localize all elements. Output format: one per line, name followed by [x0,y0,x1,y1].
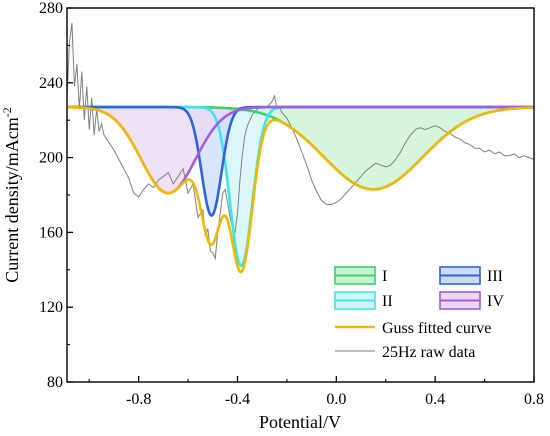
legend-label-III: III [487,268,503,285]
legend-label-I: I [382,268,387,285]
y-tick-label: 160 [39,224,63,241]
peak-fill-I [67,107,534,190]
fitted-curve-series [66,105,535,274]
legend-label-IV: IV [487,293,504,310]
legend-raw-label: 25Hz raw data [382,344,475,361]
y-axis-ticks: 80 120 160 200 240 280 [39,0,73,391]
y-tick-label: 240 [39,75,63,92]
y-tick-label: 200 [39,150,63,167]
x-tick-label: 0.0 [326,391,346,408]
y-tick-label: 120 [39,299,63,316]
fitted-curve-line [66,105,535,274]
y-axis-title-main: Current density/mAcm [2,117,22,282]
x-tick-label: 0.8 [524,391,544,408]
x-axis-title: Potential/V [259,412,341,432]
x-tick-label: 0.4 [425,391,445,408]
x-axis-ticks: -0.8 -0.4 0.0 0.4 0.8 [88,376,544,408]
y-tick-label: 280 [39,0,63,17]
y-tick-label: 80 [47,374,63,391]
x-tick-label: -0.8 [126,391,151,408]
legend-label-II: II [382,293,393,310]
x-tick-label: -0.4 [225,391,250,408]
legend-fit-label: Guss fitted curve [382,320,491,337]
y-axis-title: Current density/mAcm-2 [0,107,22,282]
peak-fills [67,107,534,267]
y-axis-title-superscript: -2 [0,107,14,117]
